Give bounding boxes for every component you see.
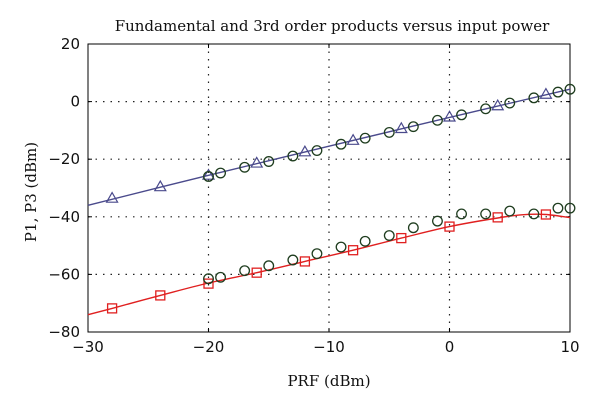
triangle-marker — [491, 98, 505, 111]
circle-marker — [203, 273, 214, 285]
square-marker — [106, 303, 118, 314]
circle-marker — [480, 208, 492, 220]
circle-marker — [215, 271, 227, 283]
triangle-marker — [153, 179, 167, 192]
circle-marker — [383, 230, 395, 241]
circle-marker — [215, 167, 227, 179]
circle-marker — [359, 132, 371, 144]
circle-marker — [335, 138, 347, 150]
circle-marker — [311, 248, 323, 260]
grid — [88, 44, 570, 332]
circle-marker — [239, 265, 251, 277]
triangle-marker — [105, 191, 119, 203]
circle-marker — [263, 156, 275, 167]
circle-marker — [552, 86, 564, 98]
square-marker — [251, 267, 262, 278]
circle-marker — [456, 109, 468, 121]
square-marker — [347, 245, 359, 256]
circle-marker — [311, 145, 323, 157]
series-2-curve — [87, 213, 571, 316]
circle-marker — [528, 208, 540, 220]
triangle-marker — [394, 121, 408, 134]
square-marker — [203, 278, 214, 289]
triangle-marker — [539, 87, 553, 99]
square-marker — [396, 232, 407, 244]
square-marker — [444, 221, 455, 232]
x-axis-label: PRF (dBm) — [287, 372, 370, 390]
y-tick-label: −20 — [48, 150, 80, 168]
circle-marker — [359, 235, 371, 247]
circle-marker — [552, 202, 564, 214]
triangle-marker — [346, 133, 360, 145]
square-marker — [540, 209, 552, 220]
x-tick-label: 0 — [445, 338, 455, 356]
y-tick-label: 0 — [70, 93, 80, 111]
circle-marker — [432, 215, 443, 227]
x-tick-label: −10 — [313, 338, 345, 356]
data-markers — [105, 83, 576, 314]
triangle-marker — [201, 168, 216, 180]
circle-marker — [504, 97, 516, 109]
x-tick-label: −30 — [72, 338, 104, 356]
circle-marker — [480, 103, 492, 115]
circle-marker — [564, 202, 576, 214]
axis-ticks: −30 −20 −10 0 10 −80 −60 −40 −20 0 20 — [48, 35, 579, 356]
circle-marker — [456, 208, 468, 220]
circle-marker — [203, 171, 214, 182]
chart-title: Fundamental and 3rd order products versu… — [115, 17, 550, 35]
circle-marker — [564, 83, 576, 95]
triangle-marker — [442, 110, 457, 122]
circle-marker — [528, 92, 540, 104]
circle-marker — [432, 114, 443, 126]
circle-marker — [263, 260, 275, 272]
square-marker — [299, 256, 311, 267]
circle-marker — [504, 205, 516, 217]
square-marker — [492, 212, 503, 223]
circle-marker — [407, 121, 419, 133]
y-tick-label: −60 — [48, 265, 80, 283]
y-tick-label: −40 — [48, 208, 80, 226]
x-tick-label: 10 — [560, 338, 579, 356]
circle-marker — [287, 254, 299, 266]
y-tick-label: 20 — [61, 35, 80, 53]
circle-marker — [407, 222, 419, 234]
x-tick-label: −20 — [193, 338, 225, 356]
circle-marker — [239, 161, 251, 173]
square-marker — [155, 290, 166, 301]
circle-marker — [383, 126, 395, 138]
circle-marker — [335, 241, 347, 253]
triangle-marker — [250, 156, 264, 168]
y-tick-label: −80 — [48, 323, 80, 341]
circle-marker — [287, 150, 299, 162]
triangle-marker — [298, 145, 312, 157]
y-axis-label: P1, P3 (dBm) — [22, 142, 40, 242]
